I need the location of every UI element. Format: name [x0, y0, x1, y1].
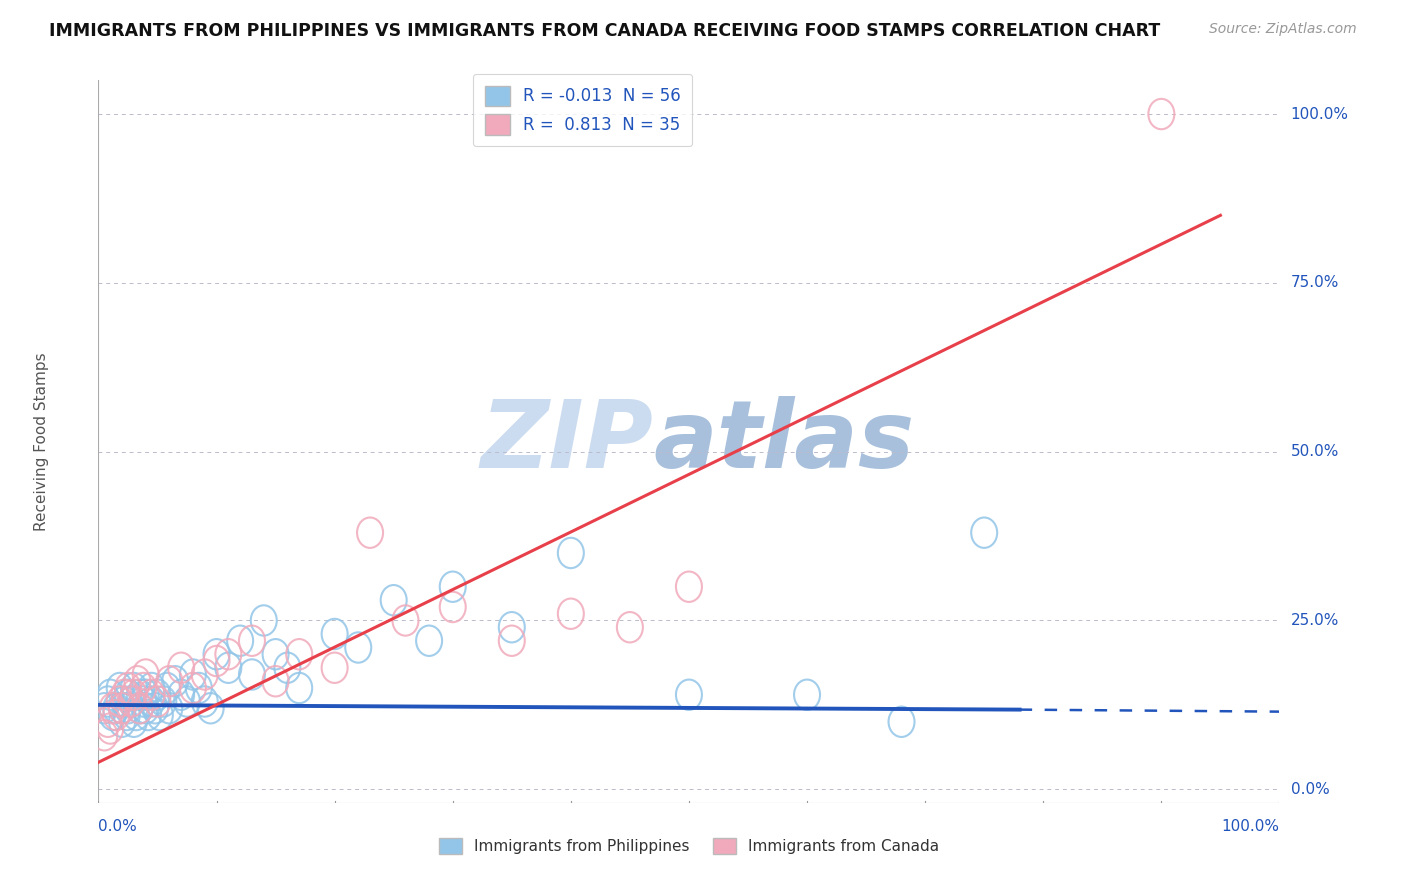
- Text: 100.0%: 100.0%: [1291, 106, 1348, 121]
- Text: 0.0%: 0.0%: [98, 820, 138, 835]
- Text: 100.0%: 100.0%: [1222, 820, 1279, 835]
- Text: 75.0%: 75.0%: [1291, 276, 1339, 291]
- Text: IMMIGRANTS FROM PHILIPPINES VS IMMIGRANTS FROM CANADA RECEIVING FOOD STAMPS CORR: IMMIGRANTS FROM PHILIPPINES VS IMMIGRANT…: [49, 22, 1160, 40]
- Text: ZIP: ZIP: [481, 395, 654, 488]
- Text: 50.0%: 50.0%: [1291, 444, 1339, 459]
- Text: 25.0%: 25.0%: [1291, 613, 1339, 628]
- Text: atlas: atlas: [654, 395, 915, 488]
- Legend: Immigrants from Philippines, Immigrants from Canada: Immigrants from Philippines, Immigrants …: [433, 832, 945, 860]
- Text: 0.0%: 0.0%: [1291, 781, 1329, 797]
- Text: Receiving Food Stamps: Receiving Food Stamps: [34, 352, 49, 531]
- Text: Source: ZipAtlas.com: Source: ZipAtlas.com: [1209, 22, 1357, 37]
